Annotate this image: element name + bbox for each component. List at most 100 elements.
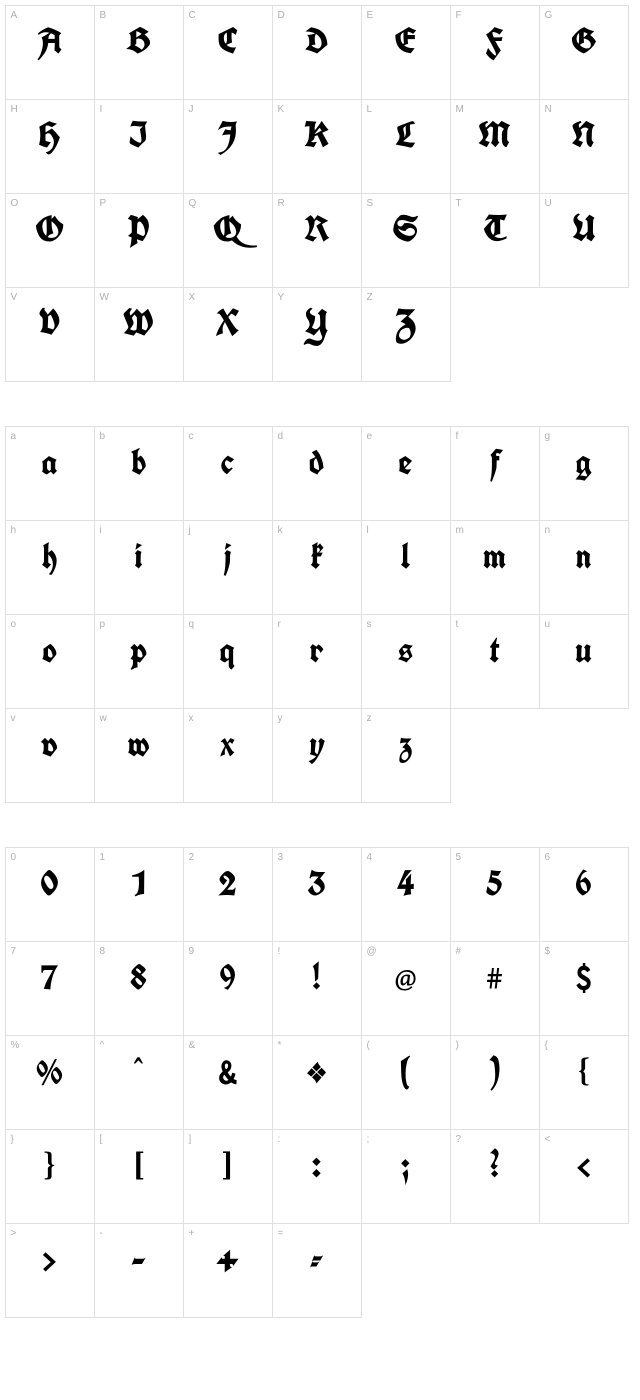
glyph-char: d	[273, 441, 361, 484]
glyph-cell: QQ	[183, 193, 273, 288]
glyph-char: y	[273, 723, 361, 766]
glyph-cell: pp	[94, 614, 184, 709]
glyph-cell: AA	[5, 5, 95, 100]
glyph-char: k	[273, 535, 361, 578]
glyph-cell: ;;	[361, 1129, 451, 1224]
glyph-grid: AABBCCDDEEFFGGHHIIJJKKLLMMNNOOPPQQRRSSTT…	[5, 5, 635, 381]
glyph-cell: @@	[361, 941, 451, 1036]
glyph-cell: 88	[94, 941, 184, 1036]
glyph-cell: 22	[183, 847, 273, 942]
glyph-cell: ZZ	[361, 287, 451, 382]
glyph-char: g	[540, 441, 628, 484]
glyph-char: l	[362, 535, 450, 578]
glyph-char: I	[95, 114, 183, 157]
glyph-char: }	[6, 1144, 94, 1187]
glyph-cell: oo	[5, 614, 95, 709]
glyph-cell: uu	[539, 614, 629, 709]
glyph-char: v	[6, 723, 94, 766]
glyph-cell: %%	[5, 1035, 95, 1130]
glyph-cell: dd	[272, 426, 362, 521]
glyph-char: Z	[362, 302, 450, 345]
glyph-char: -	[95, 1238, 183, 1281]
glyph-char: t	[451, 629, 539, 672]
section-uppercase: AABBCCDDEEFFGGHHIIJJKKLLMMNNOOPPQQRRSSTT…	[5, 5, 635, 381]
glyph-cell: ==	[272, 1223, 362, 1318]
glyph-cell: 11	[94, 847, 184, 942]
glyph-cell: ee	[361, 426, 451, 521]
glyph-char: V	[6, 302, 94, 345]
glyph-cell: SS	[361, 193, 451, 288]
glyph-char: @	[362, 956, 450, 999]
glyph-cell: mm	[450, 520, 540, 615]
glyph-cell: ##	[450, 941, 540, 1036]
glyph-char: 5	[451, 862, 539, 905]
glyph-char: X	[184, 302, 272, 345]
glyph-char: *	[273, 1050, 361, 1093]
glyph-char: Y	[273, 302, 361, 345]
glyph-cell: ))	[450, 1035, 540, 1130]
glyph-char: {	[540, 1050, 628, 1093]
glyph-cell: rr	[272, 614, 362, 709]
glyph-cell: **	[272, 1035, 362, 1130]
glyph-cell: CC	[183, 5, 273, 100]
glyph-cell: $$	[539, 941, 629, 1036]
glyph-char: C	[184, 20, 272, 63]
glyph-char: ^	[95, 1050, 183, 1093]
glyph-char: D	[273, 20, 361, 63]
glyph-cell: 33	[272, 847, 362, 942]
glyph-cell: II	[94, 99, 184, 194]
glyph-char: x	[184, 723, 272, 766]
glyph-cell: ii	[94, 520, 184, 615]
glyph-cell: PP	[94, 193, 184, 288]
glyph-cell: XX	[183, 287, 273, 382]
glyph-char: 2	[184, 862, 272, 905]
glyph-cell: LL	[361, 99, 451, 194]
glyph-char: z	[362, 723, 450, 766]
glyph-char: u	[540, 629, 628, 672]
glyph-cell: !!	[272, 941, 362, 1036]
glyph-char: J	[184, 114, 272, 157]
glyph-cell: vv	[5, 708, 95, 803]
glyph-char: 0	[6, 862, 94, 905]
glyph-char: A	[6, 20, 94, 63]
glyph-char: p	[95, 629, 183, 672]
glyph-cell: HH	[5, 99, 95, 194]
glyph-char: j	[184, 535, 272, 578]
glyph-char: O	[6, 208, 94, 251]
glyph-char: [	[95, 1144, 183, 1187]
glyph-cell: OO	[5, 193, 95, 288]
glyph-char: N	[540, 114, 628, 157]
glyph-cell: kk	[272, 520, 362, 615]
glyph-cell: nn	[539, 520, 629, 615]
glyph-char: E	[362, 20, 450, 63]
glyph-cell: ((	[361, 1035, 451, 1130]
glyph-char: >	[6, 1238, 94, 1281]
glyph-char: K	[273, 114, 361, 157]
glyph-char: M	[451, 114, 539, 157]
glyph-char: w	[95, 723, 183, 766]
glyph-char: <	[540, 1144, 628, 1187]
glyph-cell: ??	[450, 1129, 540, 1224]
glyph-cell: WW	[94, 287, 184, 382]
glyph-char: :	[273, 1144, 361, 1187]
glyph-cell: ss	[361, 614, 451, 709]
glyph-cell: >>	[5, 1223, 95, 1318]
glyph-char: H	[6, 114, 94, 157]
glyph-char: &	[184, 1050, 272, 1093]
glyph-cell: }}	[5, 1129, 95, 1224]
glyph-char: S	[362, 208, 450, 251]
glyph-char: #	[451, 956, 539, 999]
character-map: AABBCCDDEEFFGGHHIIJJKKLLMMNNOOPPQQRRSSTT…	[5, 5, 635, 1317]
glyph-cell: tt	[450, 614, 540, 709]
glyph-cell: xx	[183, 708, 273, 803]
glyph-char: ]	[184, 1144, 272, 1187]
glyph-char: $	[540, 956, 628, 999]
glyph-char: q	[184, 629, 272, 672]
glyph-char: 7	[6, 956, 94, 999]
glyph-cell: [[	[94, 1129, 184, 1224]
glyph-char: c	[184, 441, 272, 484]
glyph-char: R	[273, 208, 361, 251]
glyph-cell: gg	[539, 426, 629, 521]
glyph-cell: ]]	[183, 1129, 273, 1224]
glyph-char: o	[6, 629, 94, 672]
